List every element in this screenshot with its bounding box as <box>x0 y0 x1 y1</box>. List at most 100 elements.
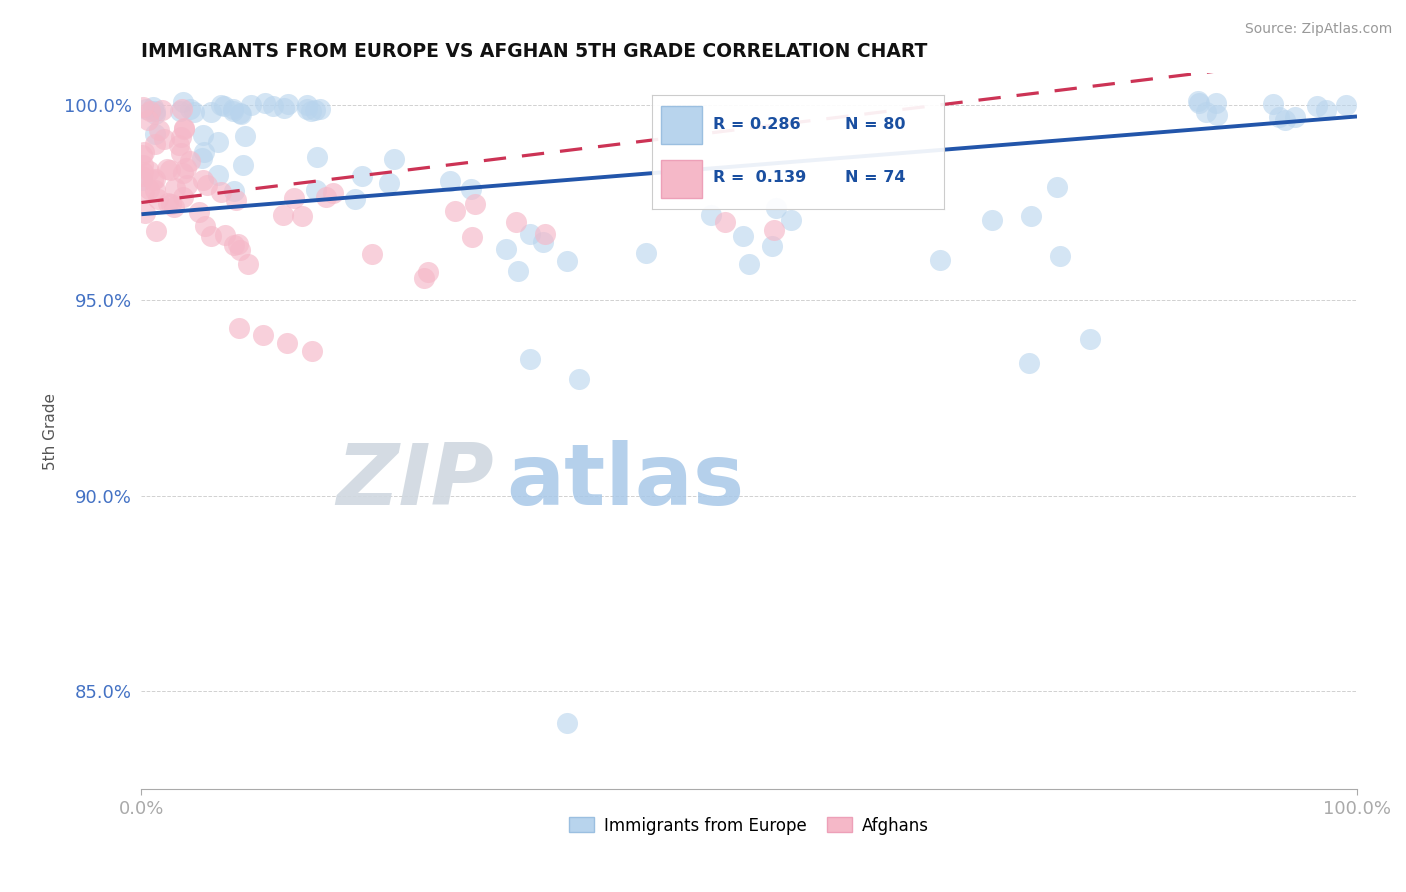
Point <box>273 101 295 115</box>
Point <box>188 204 211 219</box>
Point <box>170 146 193 161</box>
Point <box>439 173 461 187</box>
Point <box>214 227 236 242</box>
Point <box>222 102 245 116</box>
Point <box>299 103 322 118</box>
Point <box>143 184 166 198</box>
Point <box>301 344 323 359</box>
Point <box>519 351 541 366</box>
Point <box>195 178 218 192</box>
Point <box>132 145 155 159</box>
Point <box>276 336 298 351</box>
Point <box>505 215 527 229</box>
Point <box>239 98 262 112</box>
Point <box>568 371 591 385</box>
Point <box>765 201 787 215</box>
Point <box>555 254 578 268</box>
Point <box>173 121 195 136</box>
Text: Source: ZipAtlas.com: Source: ZipAtlas.com <box>1244 22 1392 37</box>
Point <box>172 166 194 180</box>
Point <box>297 103 319 117</box>
Point <box>1049 249 1071 263</box>
Text: IMMIGRANTS FROM EUROPE VS AFGHAN 5TH GRADE CORRELATION CHART: IMMIGRANTS FROM EUROPE VS AFGHAN 5TH GRA… <box>142 42 928 61</box>
Point <box>1205 95 1227 110</box>
Point <box>134 206 156 220</box>
Point <box>224 238 246 252</box>
Point <box>191 151 214 165</box>
Point <box>167 138 190 153</box>
Point <box>229 243 252 257</box>
Point <box>231 106 253 120</box>
Point <box>461 229 484 244</box>
Point <box>142 101 165 115</box>
Point <box>252 328 274 343</box>
Point <box>156 161 179 176</box>
Point <box>271 208 294 222</box>
Point <box>308 102 330 116</box>
Point <box>315 190 337 204</box>
Point <box>209 185 232 199</box>
Point <box>194 219 217 233</box>
Point <box>207 169 229 183</box>
Point <box>929 253 952 268</box>
Point <box>221 103 243 118</box>
Point <box>636 246 658 260</box>
Point <box>212 99 235 113</box>
Point <box>508 264 530 278</box>
Point <box>179 102 201 116</box>
Point <box>1274 112 1296 127</box>
Point <box>555 715 578 730</box>
Point <box>519 227 541 241</box>
Point <box>157 195 180 210</box>
Point <box>700 208 723 222</box>
Point <box>176 161 198 176</box>
Point <box>304 103 326 117</box>
Point <box>305 183 328 197</box>
Point <box>131 169 153 183</box>
Point <box>228 106 250 120</box>
Point <box>1018 356 1040 370</box>
Point <box>1268 110 1291 124</box>
Point <box>169 103 191 118</box>
Point <box>307 150 329 164</box>
Point <box>200 104 222 119</box>
Point <box>170 103 193 117</box>
Point <box>254 96 277 111</box>
Point <box>1306 99 1329 113</box>
Point <box>382 152 405 166</box>
Point <box>143 107 166 121</box>
Point <box>761 239 783 253</box>
Point <box>262 99 284 113</box>
Point <box>283 191 305 205</box>
Point <box>143 128 166 142</box>
Point <box>443 203 465 218</box>
Point <box>1019 209 1042 223</box>
Point <box>361 247 384 261</box>
Point <box>148 122 170 136</box>
Point <box>135 102 157 116</box>
Point <box>1263 96 1285 111</box>
Point <box>172 95 194 110</box>
Point <box>1205 108 1227 122</box>
Point <box>183 105 205 120</box>
Point <box>143 103 166 118</box>
Legend: Immigrants from Europe, Afghans: Immigrants from Europe, Afghans <box>569 816 929 835</box>
Point <box>173 120 195 135</box>
Point <box>322 186 344 200</box>
Point <box>464 196 486 211</box>
Point <box>377 176 399 190</box>
Point <box>146 192 169 206</box>
Point <box>1315 103 1337 117</box>
Point <box>233 128 256 143</box>
Point <box>343 192 366 206</box>
Point <box>1188 96 1211 111</box>
Point <box>236 257 259 271</box>
Point <box>170 129 193 144</box>
Point <box>413 271 436 285</box>
Point <box>228 320 250 334</box>
Point <box>160 196 183 211</box>
Point <box>222 185 245 199</box>
Point <box>731 228 754 243</box>
Point <box>145 224 167 238</box>
Point <box>460 182 482 196</box>
